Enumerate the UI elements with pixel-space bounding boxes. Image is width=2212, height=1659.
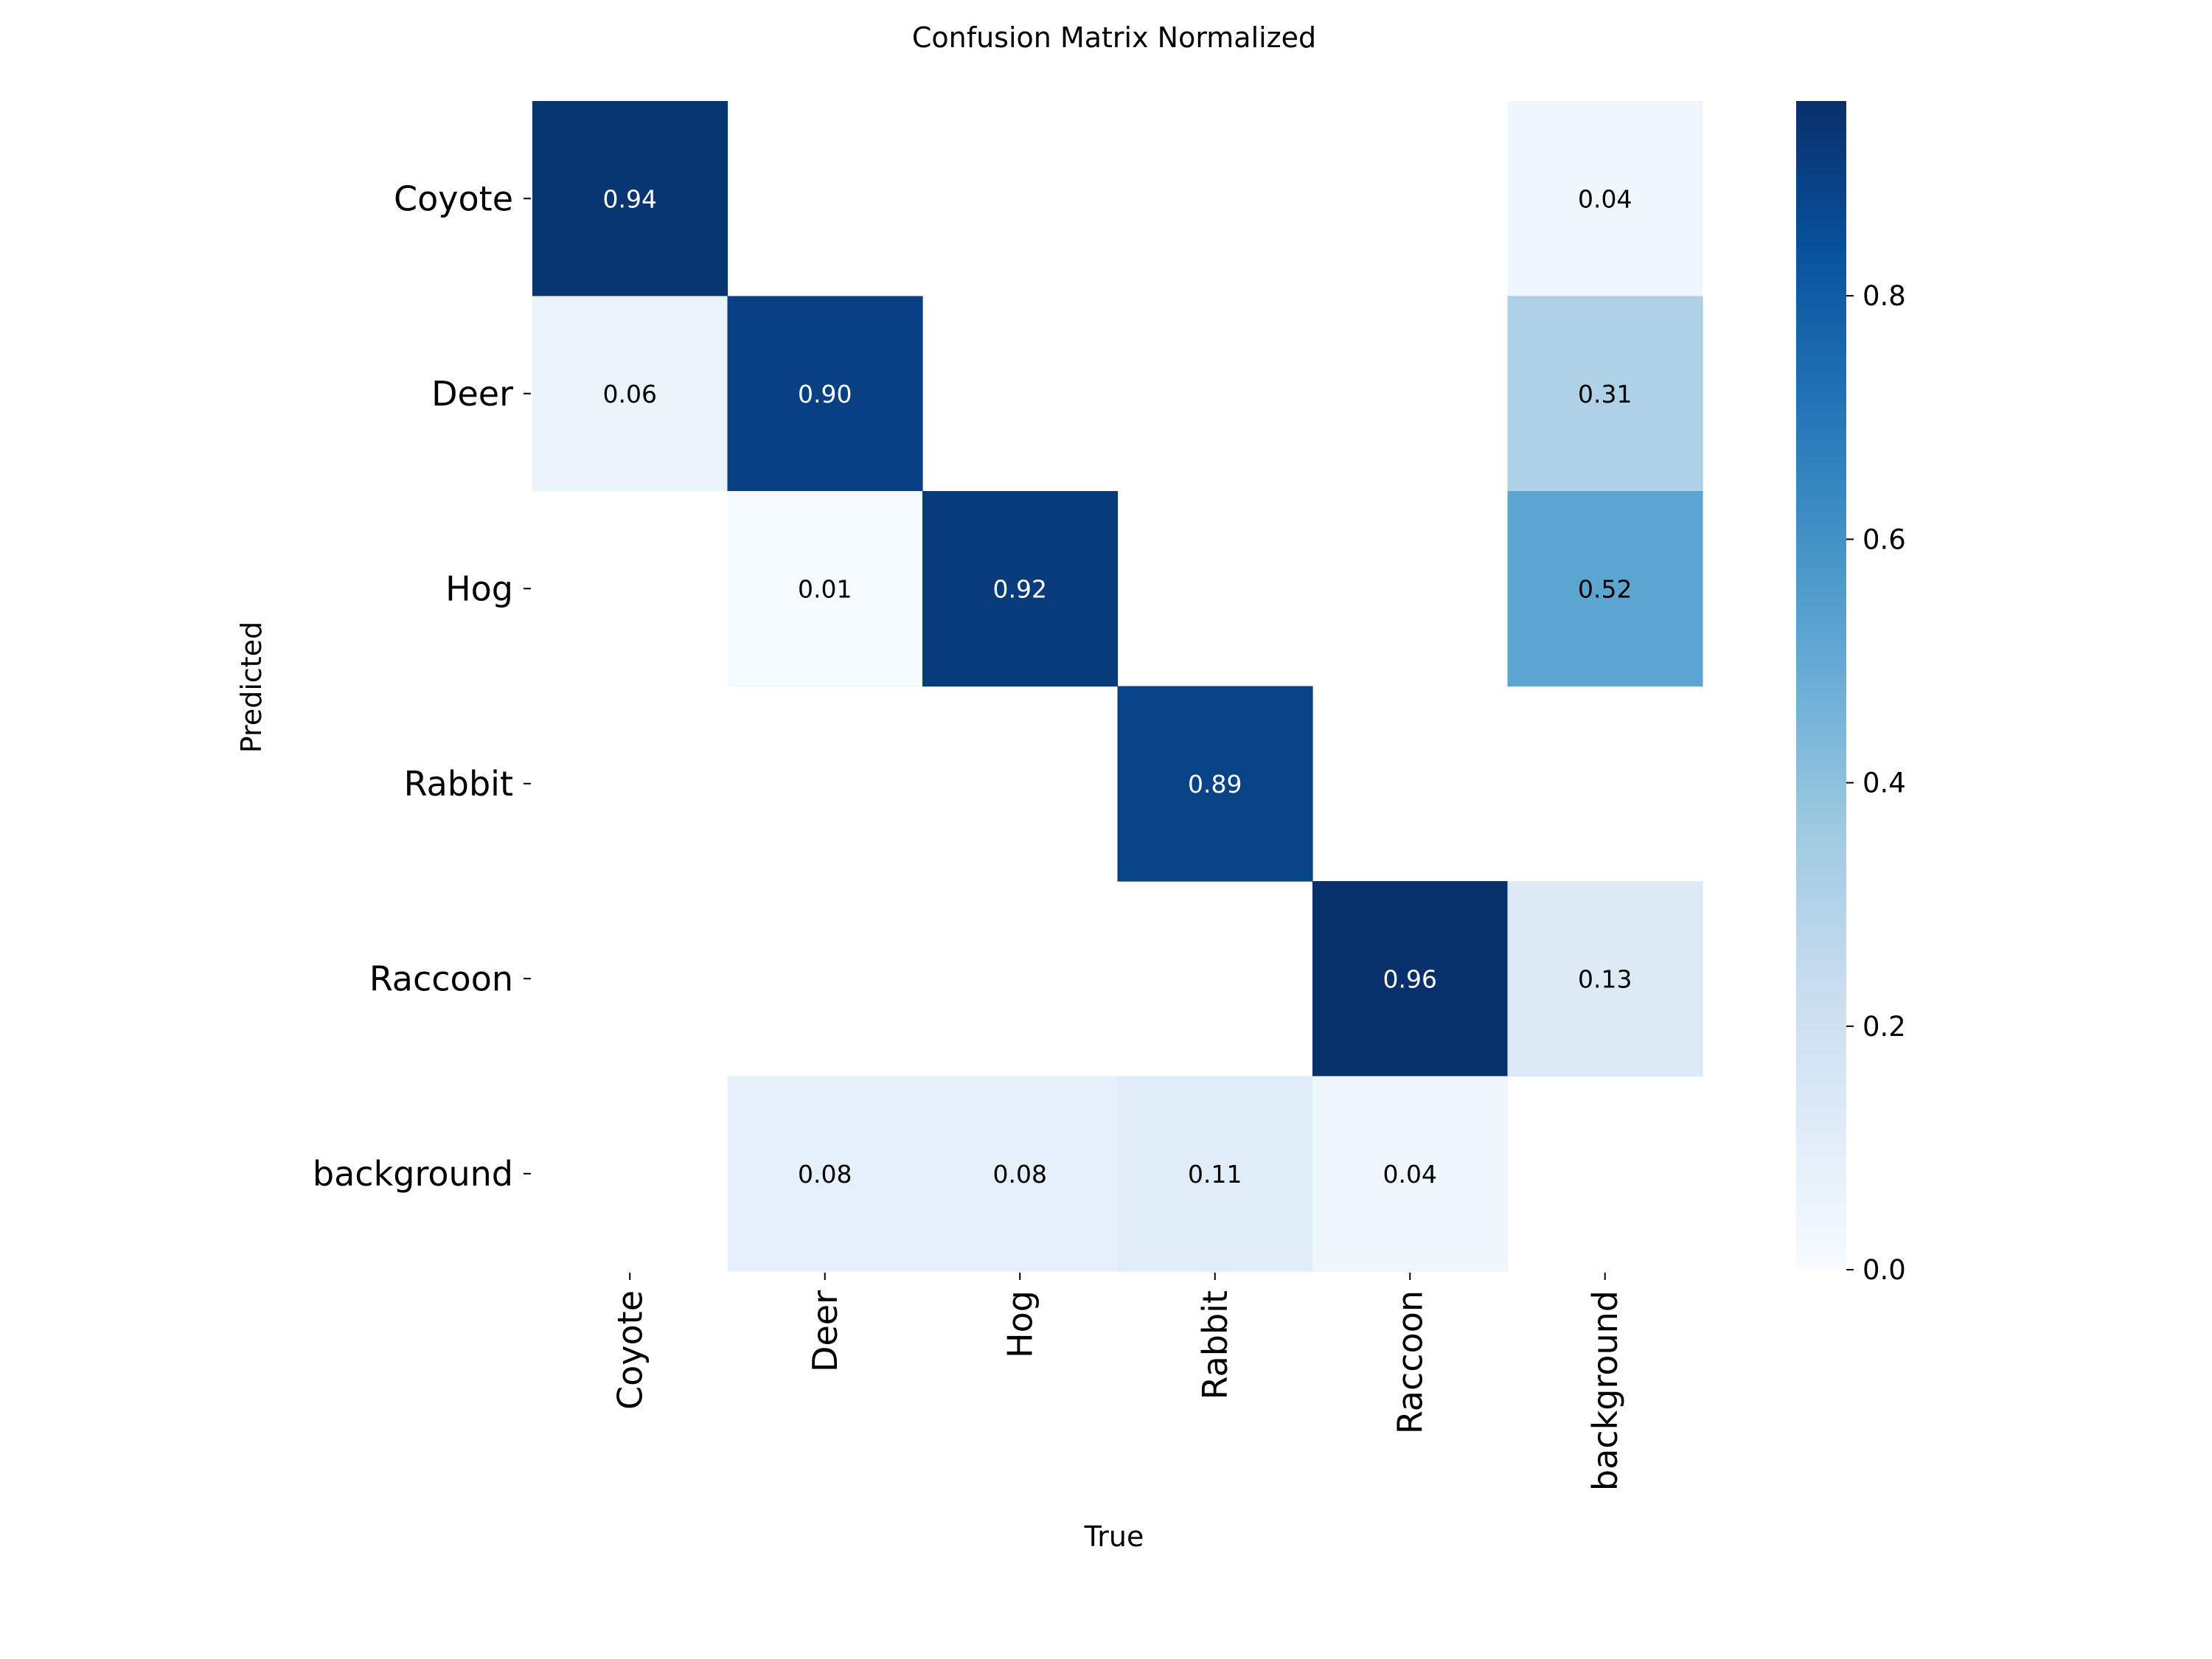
heatmap-cell	[532, 296, 728, 492]
heatmap-cell	[922, 1076, 1119, 1272]
y-tick-label: Rabbit	[404, 764, 513, 804]
heatmap-cell	[1507, 881, 1703, 1077]
cell-value-label: 0.11	[1188, 1160, 1242, 1189]
x-tick-label: Rabbit	[1195, 1290, 1235, 1399]
cell-value-label: 0.04	[1383, 1160, 1437, 1189]
y-tick-label: Coyote	[394, 178, 513, 218]
cell-value-label: 0.08	[798, 1160, 852, 1189]
y-axis-label: Predicted	[235, 622, 268, 753]
cell-value-label: 0.90	[798, 380, 852, 408]
cell-value-label: 0.89	[1188, 770, 1242, 799]
x-axis-label: True	[1084, 1520, 1144, 1553]
heatmap-cell	[727, 491, 923, 687]
heatmap-cell	[1312, 1076, 1509, 1272]
cell-value-label: 0.13	[1578, 964, 1632, 993]
heatmap-cell	[532, 101, 728, 297]
heatmap-cell	[1507, 296, 1703, 492]
cell-value-label: 0.94	[603, 184, 657, 213]
cell-value-label: 0.92	[993, 574, 1047, 603]
y-tick-label: Raccoon	[369, 959, 513, 998]
heatmap-cell	[1507, 491, 1703, 687]
colorbar-tick-label: 0.8	[1863, 280, 1906, 312]
y-axis: Coyote Deer Hog Rabbit Raccoon background	[313, 178, 531, 1194]
colorbar-tick-label: 0.4	[1863, 768, 1906, 799]
heatmap-cell	[1312, 881, 1509, 1077]
cell-value-label: 0.52	[1578, 574, 1632, 603]
x-tick-label: Deer	[805, 1290, 845, 1372]
cell-value-label: 0.08	[993, 1160, 1047, 1189]
x-tick-label: Hog	[1000, 1290, 1040, 1358]
y-tick-label: Deer	[431, 374, 513, 414]
y-tick-label: Hog	[445, 568, 513, 608]
cell-value-label: 0.04	[1578, 184, 1632, 213]
cell-value-label: 0.96	[1383, 964, 1437, 993]
heatmap-cell	[727, 296, 923, 492]
cell-value-label: 0.06	[603, 380, 657, 408]
chart-title: Confusion Matrix Normalized	[912, 21, 1316, 54]
heatmap-cell	[727, 1076, 923, 1272]
colorbar: 0.0 0.2 0.4 0.6 0.8	[1796, 101, 1906, 1286]
x-axis: Coyote Deer Hog Rabbit Raccoon background	[610, 1273, 1625, 1491]
x-tick-label: Coyote	[610, 1290, 650, 1410]
heatmap-cell	[1117, 1076, 1313, 1272]
heatmap-cell	[1117, 686, 1313, 882]
cell-value-label: 0.01	[798, 574, 852, 603]
colorbar-tick-label: 0.6	[1863, 524, 1906, 555]
colorbar-tick-label: 0.2	[1863, 1011, 1906, 1043]
heatmap-cells: 0.94 0.04 0.06 0.90 0.31 0.01 0.92 0.52 0.89 0.96…	[532, 101, 1703, 1272]
colorbar-gradient	[1796, 101, 1846, 1270]
y-tick-label: background	[313, 1154, 513, 1194]
x-tick-label: background	[1585, 1290, 1625, 1491]
colorbar-tick-label: 0.0	[1863, 1254, 1906, 1286]
heatmap-cell	[922, 491, 1119, 687]
x-tick-label: Raccoon	[1390, 1290, 1430, 1434]
heatmap-cell	[1507, 101, 1703, 297]
cell-value-label: 0.31	[1578, 380, 1632, 408]
